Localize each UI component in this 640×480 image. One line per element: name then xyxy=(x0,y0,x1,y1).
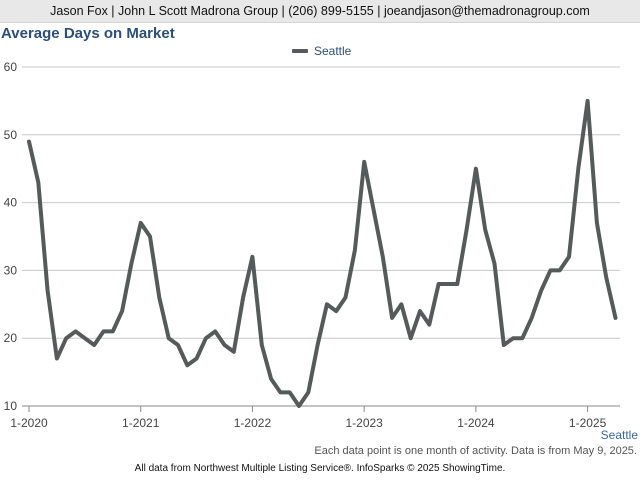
footer-attribution: All data from Northwest Multiple Listing… xyxy=(134,463,506,474)
legend-label-seattle: Seattle xyxy=(314,44,352,58)
x-tick-label-1-2025: 1-2025 xyxy=(569,416,607,430)
x-tick-label-1-2021: 1-2021 xyxy=(122,416,160,430)
y-tick-label-60: 60 xyxy=(4,60,18,74)
x-tick-label-1-2024: 1-2024 xyxy=(457,416,495,430)
y-tick-label-50: 50 xyxy=(4,128,18,142)
y-tick-label-20: 20 xyxy=(4,331,18,345)
y-tick-label-40: 40 xyxy=(4,196,18,210)
chart-legend[interactable]: Seattle xyxy=(292,44,351,58)
legend-swatch-seattle xyxy=(292,49,308,53)
contact-text: Jason Fox | John L Scott Madrona Group |… xyxy=(50,4,590,18)
x-tick-label-1-2022: 1-2022 xyxy=(234,416,272,430)
chart-title: Average Days on Market xyxy=(1,25,175,42)
y-tick-label-30: 30 xyxy=(4,263,18,277)
series-line-seattle[interactable] xyxy=(27,98,618,408)
series-end-label: Seattle xyxy=(600,428,638,442)
data-note: Each data point is one month of activity… xyxy=(314,445,637,457)
contact-header: Jason Fox | John L Scott Madrona Group |… xyxy=(0,0,640,23)
x-tick-label-1-2020: 1-2020 xyxy=(10,416,48,430)
y-tick-label-10: 10 xyxy=(4,399,18,413)
x-tick-label-1-2023: 1-2023 xyxy=(345,416,383,430)
